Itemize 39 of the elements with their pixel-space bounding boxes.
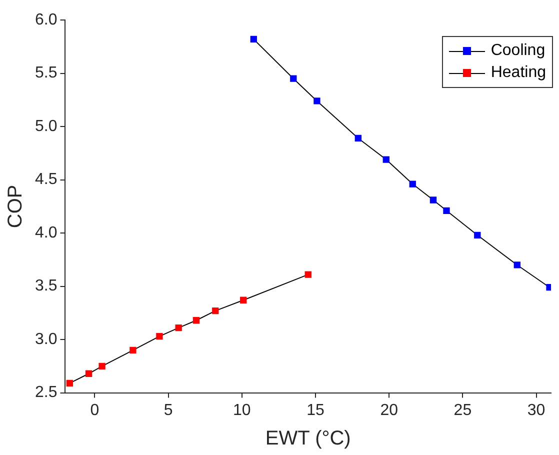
point (443, 207, 450, 214)
point (474, 232, 481, 238)
x-tick-label: 30 (527, 402, 546, 419)
point (290, 75, 297, 82)
point (409, 180, 416, 188)
y-tick-label: 4.0 (34, 224, 58, 242)
point (514, 262, 520, 268)
y-axis-title: COP (4, 184, 27, 228)
point (382, 156, 390, 163)
point (85, 370, 92, 377)
point (250, 36, 257, 42)
y-tick-label: 3.0 (34, 330, 58, 348)
y-tick-label: 2.5 (34, 384, 58, 402)
x-tick-label: 15 (306, 402, 324, 419)
point (314, 98, 320, 104)
x-tick-label: 5 (164, 402, 173, 419)
point (175, 324, 182, 332)
y-tick-label: 5.5 (34, 64, 58, 82)
y-tick-label: 5.0 (34, 118, 58, 135)
x-tick-label: 10 (232, 402, 251, 419)
x-tick-label: 20 (380, 402, 398, 419)
point (354, 134, 362, 142)
y-tick-label: 3.5 (34, 278, 58, 295)
point (98, 362, 106, 370)
y-tick-label: 4.5 (34, 171, 58, 188)
point (156, 333, 163, 340)
point (430, 196, 437, 204)
legend-label: Cooling (490, 42, 546, 60)
point (66, 380, 73, 387)
legend-label: Heating (490, 64, 546, 82)
point (212, 307, 219, 314)
point (304, 271, 312, 278)
point (130, 346, 136, 354)
y-tick-label: 6.0 (34, 11, 58, 28)
point (240, 296, 247, 304)
x-tick-label: 0 (90, 402, 100, 419)
x-tick-label: 25 (454, 402, 472, 419)
x-axis-title: EWT (°C) (265, 428, 351, 450)
point (192, 317, 200, 324)
